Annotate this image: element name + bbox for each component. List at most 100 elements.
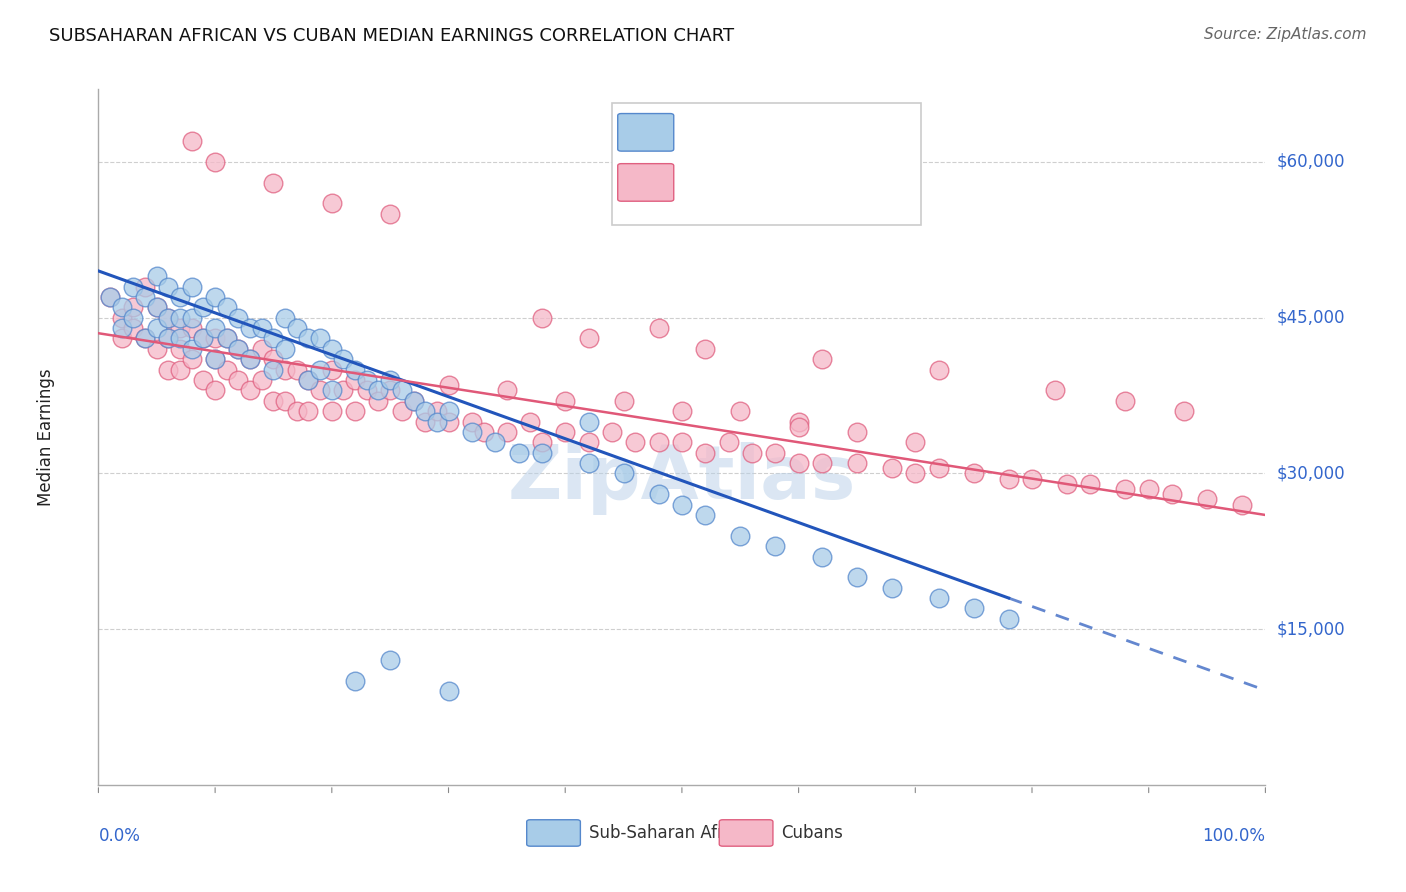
- Point: [730, 404, 752, 418]
- Point: [250, 321, 273, 335]
- Point: [157, 331, 180, 345]
- Point: [578, 415, 600, 429]
- Point: [962, 467, 984, 481]
- Point: [262, 393, 284, 408]
- Text: $30,000: $30,000: [1277, 465, 1346, 483]
- Point: [787, 419, 810, 434]
- Point: [215, 362, 238, 376]
- Point: [169, 310, 191, 325]
- Point: [554, 393, 576, 408]
- Point: [578, 456, 600, 470]
- Point: [134, 331, 156, 345]
- Point: [1056, 476, 1078, 491]
- Point: [111, 300, 134, 314]
- Point: [1161, 487, 1184, 501]
- Point: [134, 331, 156, 345]
- Point: [496, 384, 519, 398]
- Point: [122, 310, 145, 325]
- Text: R = -0.593: R = -0.593: [679, 122, 766, 137]
- Point: [1045, 384, 1067, 398]
- Point: [297, 373, 319, 387]
- Point: [122, 321, 145, 335]
- Point: [1021, 472, 1043, 486]
- Point: [880, 581, 903, 595]
- Point: [717, 435, 740, 450]
- FancyBboxPatch shape: [617, 163, 673, 202]
- Point: [309, 362, 332, 376]
- Point: [228, 342, 250, 356]
- Point: [321, 196, 343, 211]
- Point: [204, 352, 226, 367]
- Text: $45,000: $45,000: [1277, 309, 1346, 326]
- Point: [647, 321, 669, 335]
- Point: [928, 362, 950, 376]
- FancyBboxPatch shape: [612, 103, 921, 225]
- Point: [624, 435, 647, 450]
- Point: [157, 310, 180, 325]
- Point: [332, 384, 354, 398]
- Point: [426, 415, 449, 429]
- Point: [928, 591, 950, 605]
- Point: [1230, 498, 1253, 512]
- Point: [134, 290, 156, 304]
- Point: [437, 404, 460, 418]
- Point: [904, 435, 927, 450]
- Text: Cubans: Cubans: [782, 824, 844, 842]
- Point: [204, 290, 226, 304]
- Point: [250, 342, 273, 356]
- Point: [111, 331, 134, 345]
- Point: [811, 549, 834, 564]
- Point: [846, 425, 869, 439]
- Point: [274, 310, 297, 325]
- Point: [380, 384, 402, 398]
- Point: [1080, 476, 1102, 491]
- Point: [928, 461, 950, 475]
- Point: [437, 378, 460, 392]
- Point: [1195, 492, 1218, 507]
- Point: [98, 290, 121, 304]
- Point: [554, 425, 576, 439]
- Point: [309, 331, 332, 345]
- Point: [730, 529, 752, 543]
- Point: [169, 342, 191, 356]
- Point: [461, 415, 484, 429]
- Point: [285, 362, 308, 376]
- Point: [193, 373, 215, 387]
- Point: [204, 331, 226, 345]
- Point: [811, 456, 834, 470]
- Point: [530, 445, 553, 459]
- FancyBboxPatch shape: [720, 820, 773, 847]
- Point: [671, 498, 693, 512]
- Point: [695, 508, 717, 522]
- Point: [193, 331, 215, 345]
- Point: [157, 310, 180, 325]
- Point: [262, 176, 284, 190]
- Point: [519, 415, 541, 429]
- Point: [239, 352, 262, 367]
- Text: $60,000: $60,000: [1277, 153, 1346, 171]
- Point: [228, 373, 250, 387]
- Point: [274, 393, 297, 408]
- Point: [530, 435, 553, 450]
- Point: [180, 321, 202, 335]
- Point: [321, 384, 343, 398]
- Point: [204, 384, 226, 398]
- Point: [578, 435, 600, 450]
- Point: [380, 373, 402, 387]
- Point: [380, 207, 402, 221]
- Point: [297, 404, 319, 418]
- Point: [904, 467, 927, 481]
- Point: [146, 300, 169, 314]
- Point: [146, 342, 169, 356]
- Point: [787, 415, 810, 429]
- Text: ZipAtlas: ZipAtlas: [508, 442, 856, 516]
- Point: [997, 472, 1019, 486]
- Point: [344, 404, 367, 418]
- Point: [613, 467, 636, 481]
- FancyBboxPatch shape: [527, 820, 581, 847]
- Point: [741, 445, 763, 459]
- Point: [344, 674, 367, 689]
- Point: [169, 290, 191, 304]
- Point: [344, 373, 367, 387]
- Point: [274, 342, 297, 356]
